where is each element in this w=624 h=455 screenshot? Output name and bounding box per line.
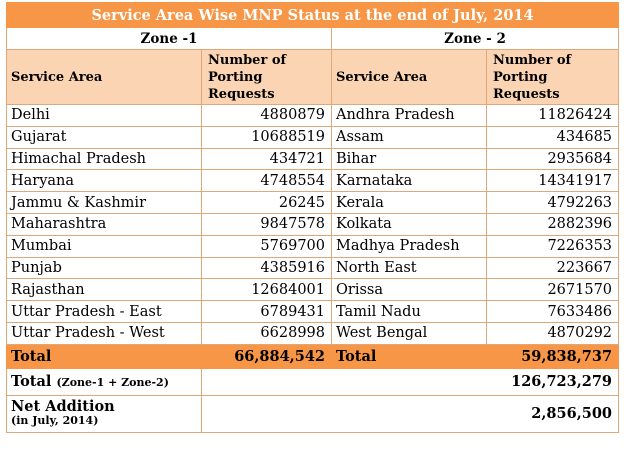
zone-2-requests: 434685 — [485, 125, 620, 149]
zone-2-total-value: 59,838,737 — [485, 343, 620, 369]
zone-2-requests: 2671570 — [485, 278, 620, 302]
zone-1-area: Jammu & Kashmir — [6, 191, 202, 214]
zone-2-requests: 4792263 — [485, 191, 620, 214]
table-title-row: Service Area Wise MNP Status at the end … — [5, 2, 620, 28]
zone-1-requests: 4385916 — [201, 256, 332, 280]
net-addition-sublabel: (in July, 2014) — [11, 413, 99, 427]
zone-1-requests: 434721 — [201, 147, 332, 171]
zone-2-area: Kolkata — [331, 212, 487, 236]
mnp-status-table: Service Area Wise MNP Status at the end … — [5, 2, 620, 433]
zone-2-area: Kerala — [331, 191, 487, 214]
grand-total-sublabel: (Zone-1 + Zone-2) — [56, 376, 169, 390]
zone-1-requests-header: Number of Porting Requests — [201, 49, 332, 105]
table-row: Punjab 4385916 North East 223667 — [6, 256, 620, 280]
zone-2-requests: 2935684 — [485, 147, 620, 171]
zone-total-row: Total 66,884,542 Total 59,838,737 — [6, 343, 620, 369]
zone-1-requests: 4748554 — [201, 169, 332, 193]
zone-1-requests: 6628998 — [201, 321, 332, 345]
zone-1-requests: 4880879 — [201, 104, 332, 127]
zone-2-requests: 11826424 — [485, 104, 620, 127]
zone-2-requests: 7226353 — [485, 234, 620, 258]
zone-2-area: Assam — [331, 125, 487, 149]
zone-1-area: Delhi — [6, 104, 202, 127]
zone-1-area: Rajasthan — [6, 278, 202, 302]
table-row: Uttar Pradesh - West 6628998 West Bengal… — [6, 321, 620, 345]
zone-1-area: Uttar Pradesh - West — [6, 321, 202, 345]
zone-2-area: Andhra Pradesh — [331, 104, 487, 127]
zone-2-area: Bihar — [331, 147, 487, 171]
zone-1-total-label: Total — [6, 343, 202, 369]
zone-1-area: Maharashtra — [6, 212, 202, 236]
table-row: Rajasthan 12684001 Orissa 2671570 — [6, 278, 620, 302]
zone-2-area: Madhya Pradesh — [331, 234, 487, 258]
zone-1-area: Gujarat — [6, 125, 202, 149]
zone-1-header: Zone -1 — [6, 27, 332, 50]
zone-1-requests: 26245 — [201, 191, 332, 214]
table-row: Delhi 4880879 Andhra Pradesh 11826424 — [6, 104, 620, 127]
column-header-row: Service Area Number of Porting Requests … — [6, 49, 620, 105]
table-title: Service Area Wise MNP Status at the end … — [5, 2, 620, 28]
zone-2-requests: 223667 — [485, 256, 620, 280]
table-row: Himachal Pradesh 434721 Bihar 2935684 — [6, 147, 620, 171]
zone-2-requests: 2882396 — [485, 212, 620, 236]
table-row: Jammu & Kashmir 26245 Kerala 4792263 — [6, 191, 620, 214]
table-row: Haryana 4748554 Karnataka 14341917 — [6, 169, 620, 193]
zone-2-area: Karnataka — [331, 169, 487, 193]
zone-1-area: Haryana — [6, 169, 202, 193]
zone-2-total-label: Total — [331, 343, 487, 369]
zone-1-requests: 10688519 — [201, 125, 332, 149]
table-row: Mumbai 5769700 Madhya Pradesh 7226353 — [6, 234, 620, 258]
grand-total-label-cell: Total (Zone-1 + Zone-2) — [6, 367, 202, 396]
grand-total-row: Total (Zone-1 + Zone-2) 126,723,279 — [6, 367, 620, 396]
zone-2-requests: 7633486 — [485, 300, 620, 323]
zone-1-area: Punjab — [6, 256, 202, 280]
zone-1-requests: 12684001 — [201, 278, 332, 302]
zone-2-requests: 4870292 — [485, 321, 620, 345]
zone-2-area: Tamil Nadu — [331, 300, 487, 323]
zone-1-service-area-header: Service Area — [6, 49, 202, 105]
table-row: Uttar Pradesh - East 6789431 Tamil Nadu … — [6, 300, 620, 323]
grand-total-label: Total — [11, 373, 52, 391]
table-row: Maharashtra 9847578 Kolkata 2882396 — [6, 212, 620, 236]
zone-1-area: Uttar Pradesh - East — [6, 300, 202, 323]
zone-1-area: Mumbai — [6, 234, 202, 258]
zone-2-requests-header: Number of Porting Requests — [485, 49, 620, 105]
zone-1-requests: 9847578 — [201, 212, 332, 236]
zone-1-requests: 5769700 — [201, 234, 332, 258]
net-addition-row: Net Addition (in July, 2014) 2,856,500 — [6, 394, 620, 433]
grand-total-value: 126,723,279 — [200, 367, 620, 396]
zone-2-area: North East — [331, 256, 487, 280]
zone-2-area: Orissa — [331, 278, 487, 302]
zone-2-area: West Bengal — [331, 321, 487, 345]
zone-header-row: Zone -1 Zone - 2 — [6, 27, 620, 50]
zone-2-requests: 14341917 — [485, 169, 620, 193]
net-addition-label-cell: Net Addition (in July, 2014) — [6, 394, 202, 433]
zone-1-requests: 6789431 — [201, 300, 332, 323]
net-addition-value: 2,856,500 — [200, 394, 620, 433]
net-addition-label: Net Addition — [11, 397, 115, 415]
mnp-status-table-container: Service Area Wise MNP Status at the end … — [5, 2, 620, 433]
zone-1-area: Himachal Pradesh — [6, 147, 202, 171]
table-row: Gujarat 10688519 Assam 434685 — [6, 125, 620, 149]
zone-2-header: Zone - 2 — [330, 27, 620, 50]
zone-1-total-value: 66,884,542 — [201, 343, 332, 369]
zone-2-service-area-header: Service Area — [331, 49, 487, 105]
